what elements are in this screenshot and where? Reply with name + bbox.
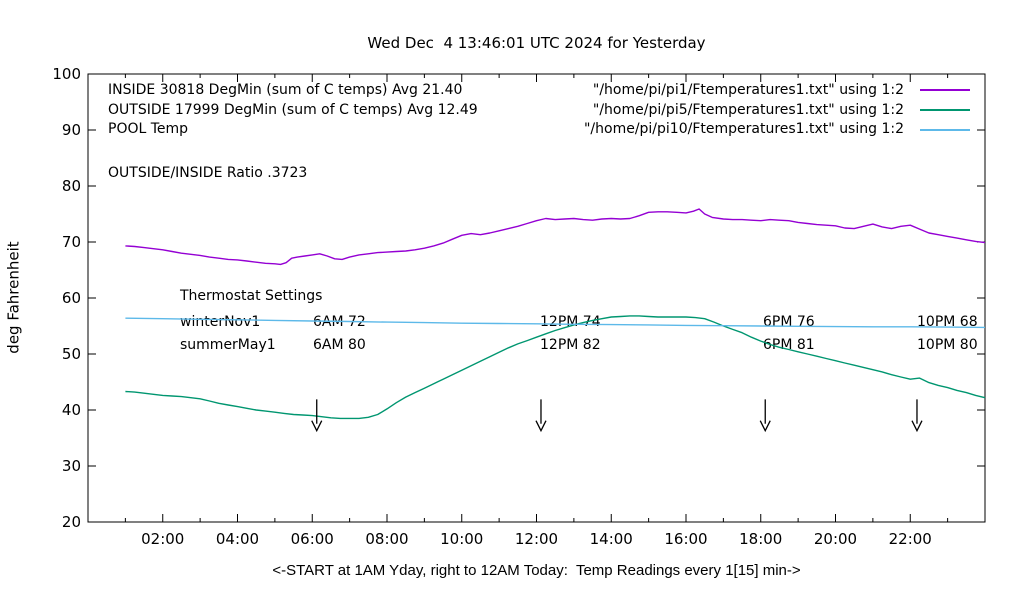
outside-inside-ratio-label: OUTSIDE/INSIDE Ratio .3723 [108, 165, 308, 181]
thermostat-winter-10pm: 10PM 68 [917, 314, 978, 330]
thermostat-summer-10pm: 10PM 80 [917, 337, 978, 353]
legend-source-inside: "/home/pi/pi1/Ftemperatures1.txt" using … [592, 82, 904, 98]
y-axis-title: deg Fahrenheit [4, 241, 23, 354]
y-tick-label: 40 [62, 401, 81, 419]
schedule-arrow-head [311, 420, 323, 433]
schedule-arrow-head [911, 420, 923, 433]
schedule-arrow-head [759, 420, 771, 433]
thermostat-winter-row: winterNov1 6AM 72 12PM 74 6PM 76 10PM 68 [0, 314, 1020, 330]
x-tick-label: 22:00 [889, 530, 932, 548]
x-tick-label: 20:00 [814, 530, 857, 548]
y-tick-label: 90 [62, 121, 81, 139]
legend-line-sample-outside [920, 109, 970, 111]
thermostat-summer-12pm: 12PM 82 [540, 337, 601, 353]
y-tick-label: 20 [62, 513, 81, 531]
x-tick-label: 04:00 [216, 530, 259, 548]
schedule-arrow-head [535, 420, 547, 433]
x-tick-label: 02:00 [141, 530, 184, 548]
chart-title: Wed Dec 4 13:46:01 UTC 2024 for Yesterda… [367, 34, 706, 52]
x-tick-label: 10:00 [440, 530, 483, 548]
y-tick-label: 60 [62, 289, 81, 307]
y-tick-label: 80 [62, 177, 81, 195]
thermostat-winter-12pm: 12PM 74 [540, 314, 601, 330]
y-tick-label: 100 [52, 65, 81, 83]
thermostat-settings-title: Thermostat Settings [180, 288, 323, 304]
series-line-inside [125, 208, 986, 266]
thermostat-summer-6pm: 6PM 81 [763, 337, 815, 353]
x-tick-label: 08:00 [365, 530, 408, 548]
thermostat-winter-name: winterNov1 [180, 314, 261, 330]
legend-label-pool: POOL Temp [108, 121, 189, 137]
y-tick-label: 30 [62, 457, 81, 475]
x-tick-label: 12:00 [515, 530, 558, 548]
thermostat-winter-6pm: 6PM 76 [763, 314, 815, 330]
x-tick-label: 06:00 [291, 530, 334, 548]
x-tick-label: 16:00 [664, 530, 707, 548]
legend-source-pool: "/home/pi/pi10/Ftemperatures1.txt" using… [583, 121, 904, 137]
legend-line-sample-pool [920, 128, 970, 131]
legend-source-outside: "/home/pi/pi5/Ftemperatures1.txt" using … [592, 101, 904, 118]
legend-label-outside: OUTSIDE 17999 DegMin (sum of C temps) Av… [108, 101, 478, 118]
thermostat-winter-6am: 6AM 72 [313, 314, 366, 330]
x-axis-title: <-START at 1AM Yday, right to 12AM Today… [272, 562, 801, 579]
legend-line-sample-inside [920, 89, 970, 91]
x-tick-label: 14:00 [590, 530, 633, 548]
thermostat-summer-name: summerMay1 [180, 337, 276, 353]
x-tick-label: 18:00 [739, 530, 782, 548]
thermostat-summer-6am: 6AM 80 [313, 337, 366, 353]
y-tick-label: 70 [62, 233, 81, 251]
series-line-outside [125, 315, 986, 420]
thermostat-summer-row: summerMay1 6AM 80 12PM 82 6PM 81 10PM 80 [0, 337, 1020, 353]
legend-label-inside: INSIDE 30818 DegMin (sum of C temps) Avg… [108, 82, 463, 98]
